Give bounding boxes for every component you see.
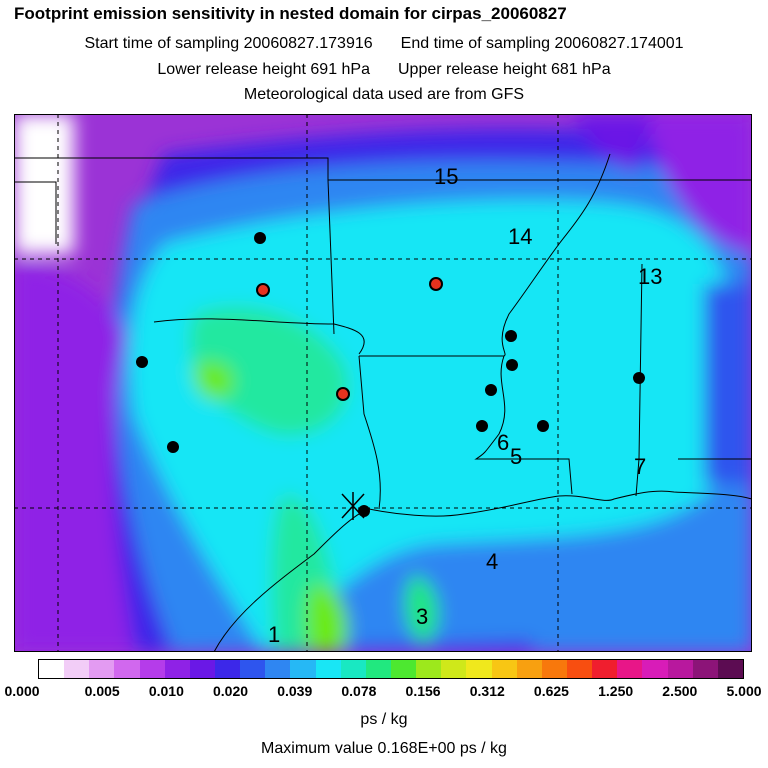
upper-release-height: Upper release height 681 hPa [398,61,611,78]
coastline [213,490,752,652]
map-frame [14,114,752,652]
site-marker [506,359,518,371]
state-border-line [358,355,381,510]
colorbar-swatch [541,660,567,678]
colorbar-tick-label: 0.005 [84,683,120,699]
colorbar-swatch [139,660,165,678]
state-border-line [474,355,573,495]
colorbar-swatch [566,660,593,678]
region-label: 14 [508,224,532,249]
end-time: End time of sampling 20060827.174001 [400,35,684,52]
state-border-line [327,179,335,335]
lower-release-height: Lower release height 691 hPa [157,61,370,78]
region-label: 13 [638,264,662,289]
colorbar-tick-label: 0.625 [533,683,569,699]
colorbar-swatch [491,660,517,678]
colorbar-swatch [516,660,542,678]
colorbar-swatch [390,660,417,678]
colorbar-swatch [89,660,115,678]
colorbar-swatch [617,660,643,678]
observation-sites [136,232,645,517]
region-labels: 15 14 13 6 5 7 4 3 1 [268,164,662,647]
boundaries [14,153,752,652]
map-title: Footprint emission sensitivity in nested… [14,4,567,23]
colorbar-tick-label: 0.039 [277,683,313,699]
state-border-line [635,263,643,497]
colorbar-tick-label: 0.010 [148,683,184,699]
region-label: 5 [510,444,522,469]
colorbar-tick-label: 5.000 [726,683,762,699]
state-border-line [14,181,57,244]
colorbar-swatch [265,660,291,678]
colorbar-swatch [667,660,693,678]
graticule [14,114,752,652]
site-marker [633,372,645,384]
site-marker [254,232,266,244]
colorbar-swatch [114,660,140,678]
site-marker [476,420,488,432]
footprint-map[interactable]: 15 14 13 6 5 7 4 3 1 [14,114,752,652]
colorbar-swatch [290,660,316,678]
site-marker [167,441,179,453]
site-marker [256,283,270,297]
colorbar-swatch [240,660,266,678]
site-marker [485,384,497,396]
colorbar-swatch [717,660,743,678]
site-marker [358,505,370,517]
colorbar [38,659,744,679]
colorbar-tick-label: 0.312 [469,683,505,699]
colorbar-ticks: 0.000 0.005 0.010 0.020 0.039 0.078 0.156 0.312… [0,683,768,703]
colorbar-swatch [164,660,190,678]
colorbar-swatch [441,660,467,678]
colorbar-unit: ps / kg [360,711,408,728]
region-label: 3 [416,604,428,629]
colorbar-tick-label: 2.500 [662,683,698,699]
colorbar-swatch [64,660,90,678]
site-marker [429,277,443,291]
colorbar-swatch [315,660,341,678]
region-label: 1 [268,622,280,647]
region-label: 15 [434,164,458,189]
colorbar-swatch [466,660,492,678]
colorbar-swatch [592,660,618,678]
site-marker [136,356,148,368]
colorbar-tick-label: 0.078 [341,683,377,699]
release-heights: Lower release height 691 hPa Upper relea… [0,61,768,79]
colorbar-tick-label: 0.020 [213,683,249,699]
colorbar-swatch [189,660,215,678]
colorbar-swatch [692,660,718,678]
colorbar-swatch [214,660,241,678]
sensitivity-field [14,114,752,652]
start-time: Start time of sampling 20060827.173916 [84,35,373,52]
state-border-line [501,153,611,357]
region-label: 7 [634,454,646,479]
colorbar-swatch [642,660,668,678]
colorbar-swatch [39,660,65,678]
max-value: Maximum value 0.168E+00 ps / kg [261,740,507,757]
colorbar-tick-label: 1.250 [598,683,634,699]
region-label: 6 [497,430,509,455]
site-marker [505,330,517,342]
colorbar-swatch [365,660,391,678]
colorbar-tick-label: 0.156 [405,683,441,699]
sampling-times: Start time of sampling 20060827.173916 E… [0,35,768,53]
region-label: 4 [486,549,498,574]
met-data-note: Meteorological data used are from GFS [243,86,525,103]
state-border-line [153,318,365,355]
colorbar-tick-label: 0.000 [4,683,40,699]
colorbar-swatch [340,660,366,678]
colorbar-swatch [416,660,442,678]
state-border-line [14,157,752,181]
site-marker [537,420,549,432]
site-marker [336,387,350,401]
